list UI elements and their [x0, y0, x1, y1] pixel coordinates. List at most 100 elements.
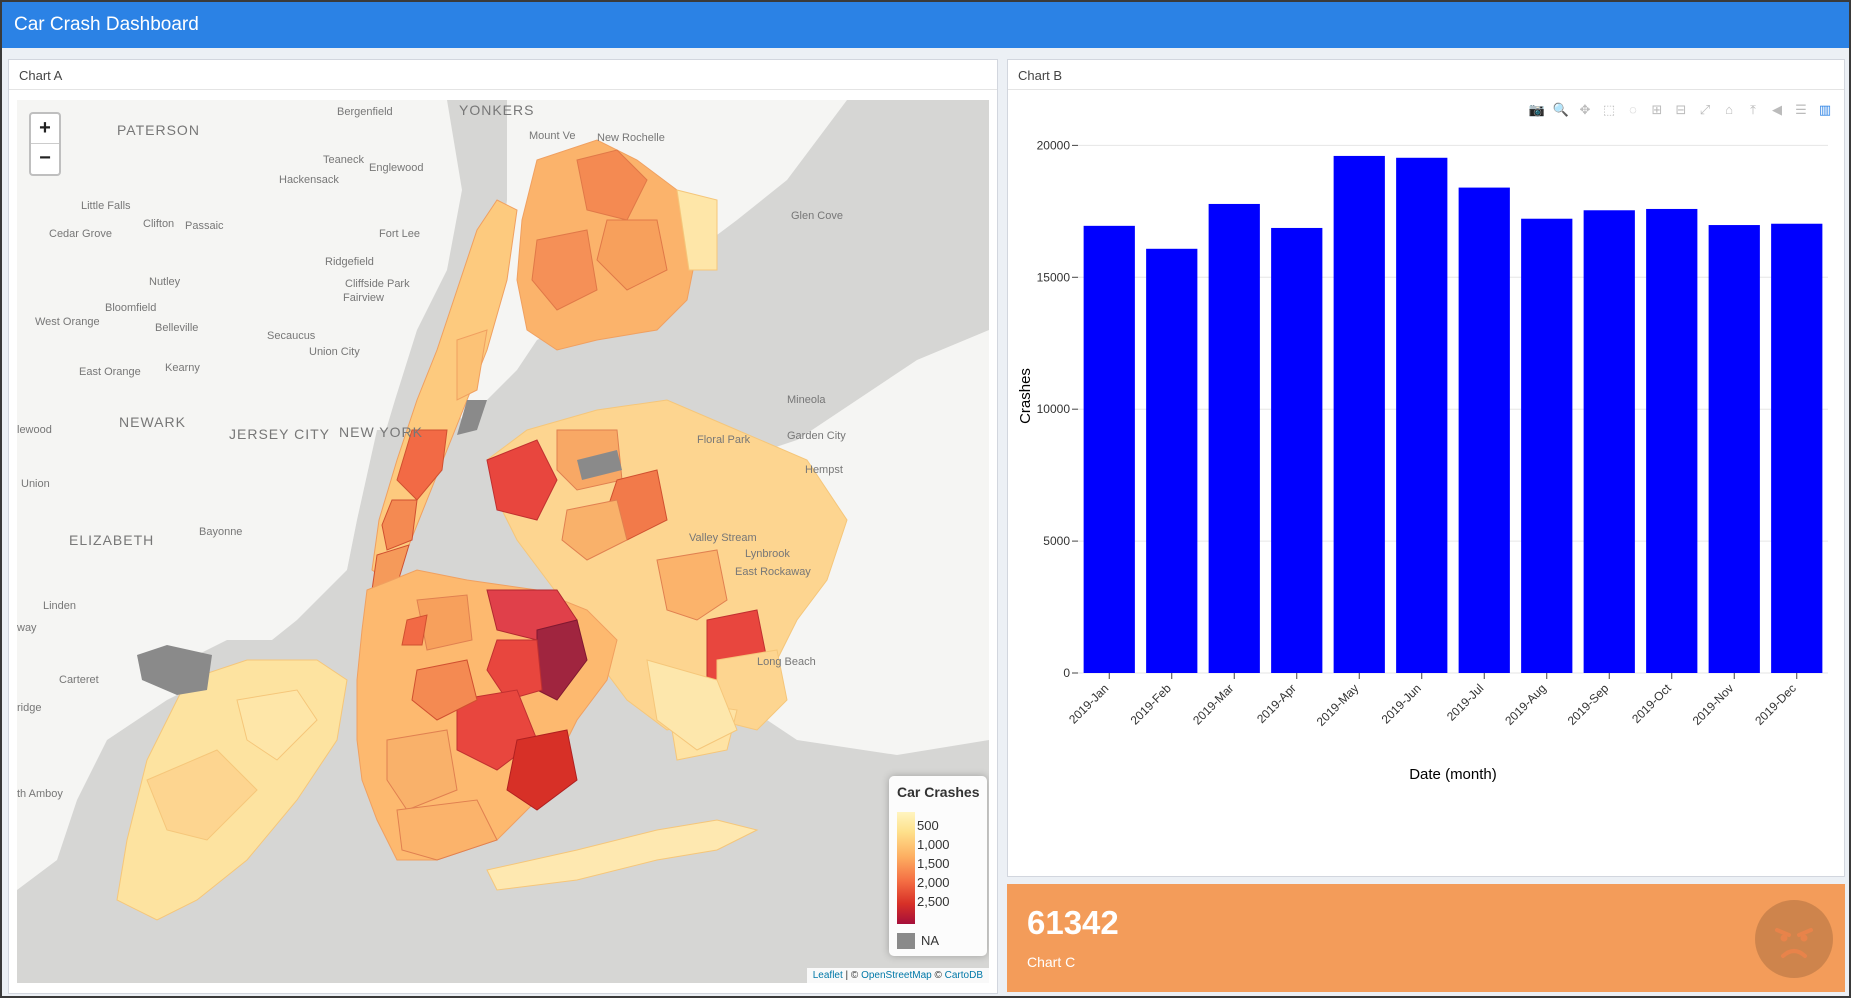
map-place-label: Mount Ve [529, 130, 576, 142]
x-tick-label: 2019-Oct [1629, 681, 1674, 726]
map-place-label: Secaucus [267, 330, 316, 342]
crash-total-value: 61342 [1027, 904, 1119, 941]
hover-closest-icon[interactable]: ◀ [1772, 102, 1782, 117]
legend-value: 500 [917, 818, 939, 833]
zoom-in-button[interactable]: + [31, 114, 59, 144]
y-tick-label: 0 [1063, 666, 1070, 680]
leaflet-link[interactable]: Leaflet [812, 970, 843, 981]
zoom-out-icon[interactable]: ⊟ [1675, 102, 1687, 117]
map-place-label: PATERSON [117, 122, 200, 138]
bar [1333, 155, 1385, 673]
map-place-label: Garden City [787, 430, 846, 442]
legend-value: 2,500 [917, 894, 950, 909]
attribution-sep: | © [842, 970, 862, 981]
legend-title: Car Crashes [897, 784, 980, 800]
map-place-label: YONKERS [459, 102, 535, 118]
legend-color-ramp [897, 812, 915, 924]
legend-na-swatch [897, 933, 915, 949]
chart-b-box: Chart B 📷 🔍 ✥ ⬚ ◌ ⊞ ⊟ ⤢ ⌂ ⤒ ◀ ☰ ▥ 0 5000 1… [1007, 59, 1845, 877]
x-tick-label: 2019-Feb [1128, 681, 1174, 727]
x-tick-label: 2019-Jun [1379, 681, 1424, 726]
map-place-label: Little Falls [81, 200, 131, 212]
x-tick-label: 2019-Apr [1254, 681, 1299, 726]
camera-icon[interactable]: 📷 [1528, 102, 1546, 117]
lasso-icon[interactable]: ◌ [1629, 102, 1637, 117]
carto-link[interactable]: CartoDB [944, 970, 983, 981]
home-icon[interactable]: ⌂ [1725, 102, 1733, 117]
y-tick-label: 15000 [1037, 270, 1071, 284]
y-tick-label: 10000 [1037, 402, 1071, 416]
map-place-label: Valley Stream [689, 532, 757, 544]
map-place-label: Bayonne [199, 526, 243, 538]
chart-b-title: Chart B [1008, 60, 1844, 90]
chart-a-title: Chart A [9, 60, 997, 90]
map-place-label: New Rochelle [597, 132, 665, 144]
chart-a-box: Chart A [8, 59, 998, 994]
attribution-sep: © [931, 970, 945, 981]
map-place-label: Glen Cove [791, 210, 843, 222]
pan-icon[interactable]: ✥ [1579, 102, 1591, 117]
y-axis-label: Crashes [1017, 368, 1034, 424]
plot-modebar: 📷 🔍 ✥ ⬚ ◌ ⊞ ⊟ ⤢ ⌂ ⤒ ◀ ☰ ▥ [1528, 101, 1834, 119]
map-place-label: Linden [43, 600, 77, 612]
y-tick-label: 20000 [1037, 138, 1071, 152]
bar [1521, 218, 1573, 673]
spike-lines-icon[interactable]: ⤒ [1750, 102, 1756, 117]
map-place-label: Cedar Grove [49, 228, 112, 240]
map-legend: Car Crashes 500 1,000 1,500 2,000 2,500 … [889, 776, 987, 956]
chart-c-value-box: 61342 Chart C [1007, 884, 1845, 992]
map-place-label: NEW YORK [339, 424, 423, 440]
legend-value: 1,000 [917, 837, 950, 852]
map-canvas[interactable] [17, 100, 989, 983]
map-place-label: Carteret [59, 674, 99, 686]
x-tick-label: 2019-Sep [1565, 681, 1612, 728]
x-tick-label: 2019-Jan [1066, 681, 1111, 726]
map-place-label: NEWARK [119, 414, 186, 430]
map-place-label: Mineola [787, 394, 826, 406]
map-place-label: Floral Park [697, 434, 751, 446]
map-place-label: way [17, 622, 37, 634]
bar [1771, 223, 1823, 674]
legend-value: 1,500 [917, 856, 950, 871]
map-place-label: Clifton [143, 218, 175, 230]
map-place-label: th Amboy [17, 788, 63, 800]
legend-value: 2,000 [917, 875, 950, 890]
box-select-icon[interactable]: ⬚ [1602, 102, 1616, 117]
map-place-label: Union City [309, 346, 360, 358]
map-place-label: East Orange [79, 366, 141, 378]
zoom-icon[interactable]: 🔍 [1552, 102, 1570, 117]
osm-link[interactable]: OpenStreetMap [861, 970, 932, 981]
x-tick-label: 2019-Dec [1752, 681, 1799, 728]
zoom-out-button[interactable]: − [39, 147, 51, 169]
map-place-label: Long Beach [757, 656, 816, 668]
x-tick-label: 2019-Mar [1190, 681, 1236, 727]
map-place-label: Hackensack [279, 174, 339, 186]
map-place-label: Bergenfield [337, 106, 393, 118]
map-place-label: Kearny [165, 362, 200, 374]
map-place-label: Hempst [805, 464, 843, 476]
map-zoom-control[interactable]: + − [29, 112, 61, 176]
hover-compare-icon[interactable]: ☰ [1795, 102, 1807, 117]
map-place-label: Fort Lee [379, 228, 420, 240]
y-tick-label: 5000 [1043, 534, 1070, 548]
bar [1646, 208, 1698, 673]
plotly-logo-icon[interactable]: ▥ [1818, 102, 1832, 117]
map-place-label: Ridgefield [325, 256, 374, 268]
crash-choropleth-map[interactable]: YONKERS Bergenfield PATERSON Mount Ve New Ro… [17, 100, 989, 983]
bar [1146, 248, 1198, 673]
map-place-label: JERSEY CITY [229, 426, 330, 442]
header-bar: Car Crash Dashboard [2, 2, 1849, 48]
autoscale-icon[interactable]: ⤢ [1699, 102, 1711, 117]
map-place-label: Belleville [155, 322, 199, 334]
bar [1396, 157, 1448, 673]
bar [1208, 203, 1260, 673]
legend-na-label: NA [921, 933, 940, 948]
map-place-label: Union [21, 478, 50, 490]
map-place-label: Cliffside Park [345, 278, 410, 290]
map-place-label: Passaic [185, 220, 224, 232]
chart-c-label: Chart C [1027, 954, 1076, 970]
map-place-label: ELIZABETH [69, 532, 155, 548]
map-place-label: Englewood [369, 162, 424, 174]
x-tick-label: 2019-Nov [1690, 681, 1737, 728]
zoom-in-icon[interactable]: ⊞ [1651, 102, 1663, 117]
